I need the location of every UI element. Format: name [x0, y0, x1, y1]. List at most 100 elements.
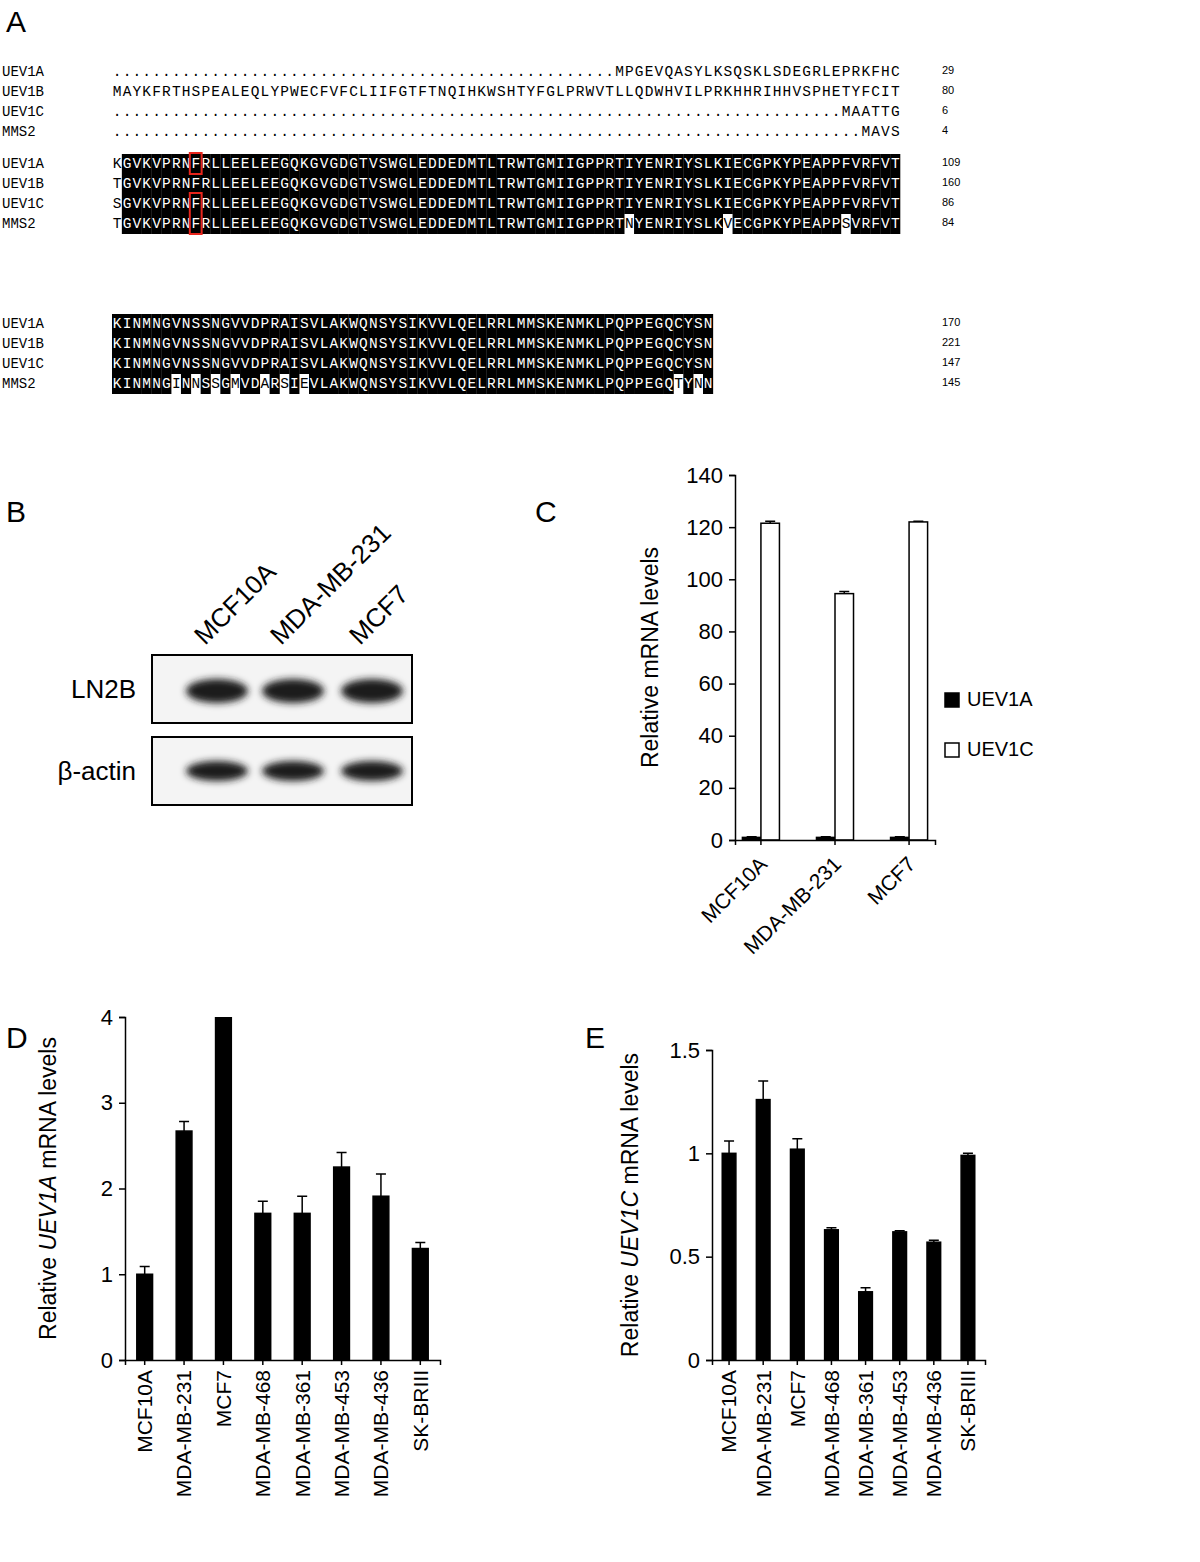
x-axis: MCF10AMDA-MB-231MCF7MDA-MB-468MDA-MB-361… — [713, 1360, 986, 1497]
sequence: TGVKVPRNFRLLEELEEGQKGVGDGTVSWGLEDDEDMTLT… — [113, 176, 900, 192]
sequence-end: 160 — [942, 176, 960, 188]
band — [341, 761, 403, 781]
x-tick-mark — [834, 840, 836, 845]
sequence-run: S — [201, 376, 210, 392]
identity-cell — [289, 374, 299, 394]
band — [186, 761, 248, 781]
x-tick: MCF7 — [786, 1360, 809, 1427]
legend-swatch — [945, 743, 959, 757]
x-tick-label: MDA-MB-361 — [291, 1370, 314, 1497]
sequence-run: R — [270, 376, 279, 392]
panel-label: D — [6, 1021, 28, 1054]
identity-cell — [201, 374, 211, 394]
y-tick-mark — [729, 788, 735, 790]
error-bar — [839, 592, 849, 594]
bar — [294, 1213, 310, 1360]
sequence-run: KINMNGVNSSNGVVDPRAISVLAKWQNSYSIKVVLQELRR… — [113, 356, 713, 372]
sequence: ........................................… — [113, 64, 900, 80]
identity-cell — [270, 374, 280, 394]
identity-cell — [683, 374, 693, 394]
x-tick-mark — [865, 1360, 867, 1365]
error-bar — [258, 1201, 268, 1213]
x-tick: MCF10A — [696, 840, 771, 927]
bar — [961, 1155, 975, 1360]
y-axis-line — [119, 1018, 126, 1361]
x-tick-label: MDA-MB-231 — [172, 1370, 195, 1497]
sequence-end: 80 — [942, 84, 954, 96]
x-tick-label: MDA-MB-468 — [251, 1370, 274, 1497]
y-tick: 3 — [101, 1090, 125, 1115]
y-tick-label: 0.5 — [669, 1244, 700, 1269]
y-tick-mark — [729, 527, 735, 529]
sequence-name: UEV1A — [2, 316, 45, 332]
identity-cell — [703, 374, 713, 394]
sequence-run: I — [172, 376, 181, 392]
panel-label: E — [585, 1021, 605, 1054]
sequence: KGVKVPRNFRLLEELEEGQKGVGDGTVSWGLEDDEDMTLT… — [113, 156, 900, 172]
sequence-end: 170 — [942, 316, 960, 328]
sequence-name: MMS2 — [2, 216, 36, 232]
band — [186, 679, 248, 703]
bar — [909, 522, 928, 840]
x-tick-label: MCF7 — [212, 1370, 235, 1427]
x-tick-label: MCF10A — [133, 1370, 156, 1453]
x-tick: MDA-MB-468 — [251, 1360, 274, 1497]
y-tick-mark — [729, 579, 735, 581]
bar — [893, 1232, 907, 1360]
sequence-run: ........................................… — [113, 64, 900, 80]
sequence-run: S — [842, 216, 851, 232]
x-tick-label: MCF7 — [863, 852, 920, 909]
y-tick: 1 — [101, 1262, 125, 1287]
bar — [216, 1017, 232, 1360]
identity-cell — [181, 374, 191, 394]
y-tick-label: 0 — [711, 828, 723, 853]
bar-chart: 020406080100120140MCF10AMDA-MB-231MCF7Re… — [637, 463, 1034, 959]
y-axis: 01234 — [101, 1005, 126, 1373]
x-tick-label: MCF10A — [696, 852, 771, 927]
y-tick-label: 80 — [699, 619, 723, 644]
x-tick-mark — [262, 1360, 264, 1365]
y-tick: 80 — [699, 619, 735, 644]
y-tick: 0 — [711, 828, 735, 853]
x-tick: MCF10A — [717, 1360, 740, 1453]
y-tick-label: 0 — [688, 1348, 700, 1373]
y-axis-title-word: UEV1C — [617, 1191, 643, 1274]
sequence-run: KINMNGVNSSNGVVDPRAISVLAKWQNSYSIKVVLQELRR… — [113, 336, 713, 352]
error-bar — [913, 520, 923, 522]
x-tick-mark — [380, 1360, 382, 1365]
sequence-end: 29 — [942, 64, 954, 76]
x-tick: MDA-MB-231 — [739, 840, 845, 958]
sequence-name: UEV1C — [2, 104, 44, 120]
y-tick: 4 — [101, 1005, 125, 1030]
sequence-run: A — [261, 376, 270, 392]
bar — [927, 1242, 941, 1360]
band — [341, 679, 403, 703]
sequence-end: 221 — [942, 336, 960, 348]
y-axis: 00.511.5 — [669, 1038, 712, 1373]
error-bar — [765, 521, 775, 523]
y-tick-mark — [706, 1256, 712, 1258]
y-tick-label: 1 — [688, 1141, 700, 1166]
y-tick-mark — [119, 1103, 125, 1105]
y-tick-mark — [119, 1360, 125, 1362]
x-tick: MDA-MB-453 — [330, 1360, 353, 1497]
x-tick-label: MCF10A — [717, 1370, 740, 1453]
panel-label: B — [6, 495, 26, 528]
error-bar — [724, 1141, 734, 1153]
sequence-run: GVKVPRNFRLLEELEEGQKGVGDGTVSWGLEDDEDMTLTR… — [123, 176, 900, 192]
bar — [742, 837, 761, 840]
y-axis-line — [706, 1051, 713, 1361]
sequence-run: T — [113, 216, 122, 232]
y-tick-label: 0 — [101, 1348, 113, 1373]
sequence-name: UEV1A — [2, 64, 45, 80]
bar — [137, 1274, 153, 1360]
x-tick-mark — [341, 1360, 343, 1365]
y-tick-mark — [729, 631, 735, 633]
bar-chart: 00.511.5MCF10AMDA-MB-231MCF7MDA-MB-468MD… — [617, 1038, 986, 1498]
sequence-run: M — [231, 376, 240, 392]
x-tick-mark — [760, 840, 762, 845]
sequence-name: UEV1C — [2, 356, 44, 372]
y-tick-mark — [729, 475, 735, 477]
alignment: UEV1A...................................… — [2, 64, 960, 394]
y-tick: 0 — [688, 1348, 712, 1373]
